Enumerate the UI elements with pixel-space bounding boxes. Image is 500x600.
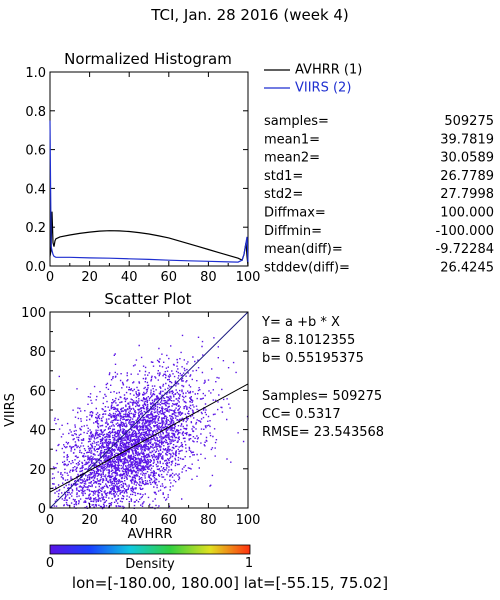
regression-info: Y= a +b * X a= 8.1012355 b= 0.55195375 S…: [261, 315, 384, 440]
histogram-ticks: 0 20 40 60 80 100 0.0 0.2 0.4 0.6 0.8 1.0: [25, 66, 260, 285]
scatter-xtick-label: 80: [200, 513, 217, 528]
hist-series-viirs: [49, 120, 249, 263]
stat-value: -100.000: [436, 224, 494, 239]
hist-xtick-label: 0: [46, 270, 54, 285]
stat-label: mean1=: [264, 132, 320, 147]
scatter-lines: [49, 311, 249, 509]
scatter-ytick-label: 80: [29, 345, 46, 360]
scatter-ticks: 0 20 40 60 80 100 0 20 40 60 80 100: [21, 306, 260, 528]
scatter-xtick-label: 60: [161, 513, 178, 528]
hist-ytick-label: 0.4: [25, 182, 46, 197]
regression-equation: Y= a +b * X: [261, 315, 340, 330]
stat-label: samples=: [264, 114, 329, 129]
hist-xtick-label: 40: [121, 270, 138, 285]
stat-label: Diffmax=: [264, 206, 326, 221]
hist-xtick-label: 80: [200, 270, 217, 285]
stat-value: 26.4245: [440, 260, 494, 275]
hist-ytick-label: 0.2: [25, 221, 46, 236]
scatter-point-cloud: [51, 334, 249, 510]
scatter-xtick-label: 100: [236, 513, 261, 528]
scatter-ylabel: VIIRS: [3, 393, 18, 427]
hist-ytick-label: 0.8: [25, 105, 46, 120]
hist-ytick-label: 0.0: [25, 260, 46, 275]
scatter-xlabel: AVHRR: [128, 527, 173, 542]
scatter-xtick-label: 0: [46, 513, 54, 528]
domain-footer: lon=[-180.00, 180.00] lat=[-55.15, 75.02…: [72, 574, 388, 592]
scatter-ytick-label: 20: [29, 463, 46, 478]
regression-line: [49, 383, 249, 493]
legend-label-avhrr: AVHRR (1): [295, 63, 362, 78]
scatter-title: Scatter Plot: [104, 290, 191, 308]
scatter-ytick-label: 100: [21, 306, 46, 321]
figure-title: TCI, Jan. 28 2016 (week 4): [150, 6, 349, 24]
stat-label: mean(diff)=: [264, 242, 343, 257]
hist-series-avhrr: [49, 211, 249, 267]
hist-xtick-label: 100: [236, 270, 261, 285]
density-colorbar: [49, 544, 251, 555]
stat-label: Diffmin=: [264, 224, 322, 239]
identity-line: [49, 311, 249, 509]
legend-label-viirs: VIIRS (2): [295, 81, 351, 96]
histogram-title: Normalized Histogram: [64, 50, 232, 68]
regression-samples: Samples= 509275: [262, 389, 382, 404]
hist-xtick-label: 60: [161, 270, 178, 285]
histogram-frame: [49, 71, 249, 267]
stat-value: 30.0589: [440, 151, 494, 166]
stat-value: -9.72284: [436, 242, 494, 257]
histogram-lines: [49, 120, 249, 267]
colorbar-max-label: 1: [245, 556, 253, 571]
scatter-panel: Scatter Plot 0 20 40 60 80 100 0 20 40 60 80 100 AV…: [3, 290, 260, 542]
scatter-ytick-label: 40: [29, 424, 46, 439]
hist-xtick-label: 20: [81, 270, 98, 285]
stat-value: 509275: [444, 114, 494, 129]
scatter-points: [51, 334, 249, 510]
stat-value: 27.7998: [440, 187, 494, 202]
regression-b: b= 0.55195375: [262, 351, 364, 366]
scatter-xtick-label: 20: [81, 513, 98, 528]
stat-label: mean2=: [264, 151, 320, 166]
regression-a: a= 8.1012355: [262, 333, 355, 348]
colorbar-min-label: 0: [46, 556, 54, 571]
colorbar-label: Density: [125, 557, 175, 572]
scatter-ytick-label: 0: [38, 502, 46, 517]
regression-rmse: RMSE= 23.543568: [262, 425, 384, 440]
histogram-panel: Normalized Histogram 0 20 40 60 80 1000.00.20…: [25, 50, 362, 285]
hist-ytick-label: 1.0: [25, 66, 46, 81]
stat-label: stddev(diff)=: [264, 260, 350, 275]
scatter-xtick-label: 40: [121, 513, 138, 528]
stat-label: std1=: [264, 169, 303, 184]
stat-value: 39.7819: [440, 132, 494, 147]
stat-label: std2=: [264, 187, 303, 202]
hist-ytick-label: 0.6: [25, 144, 46, 159]
regression-cc: CC= 0.5317: [262, 407, 341, 422]
stat-value: 100.000: [440, 206, 494, 221]
scatter-ytick-label: 60: [29, 384, 46, 399]
stats-table: samples= 509275 mean1= 39.7819 mean2= 30.0589…: [264, 114, 494, 275]
stat-value: 26.7789: [440, 169, 494, 184]
